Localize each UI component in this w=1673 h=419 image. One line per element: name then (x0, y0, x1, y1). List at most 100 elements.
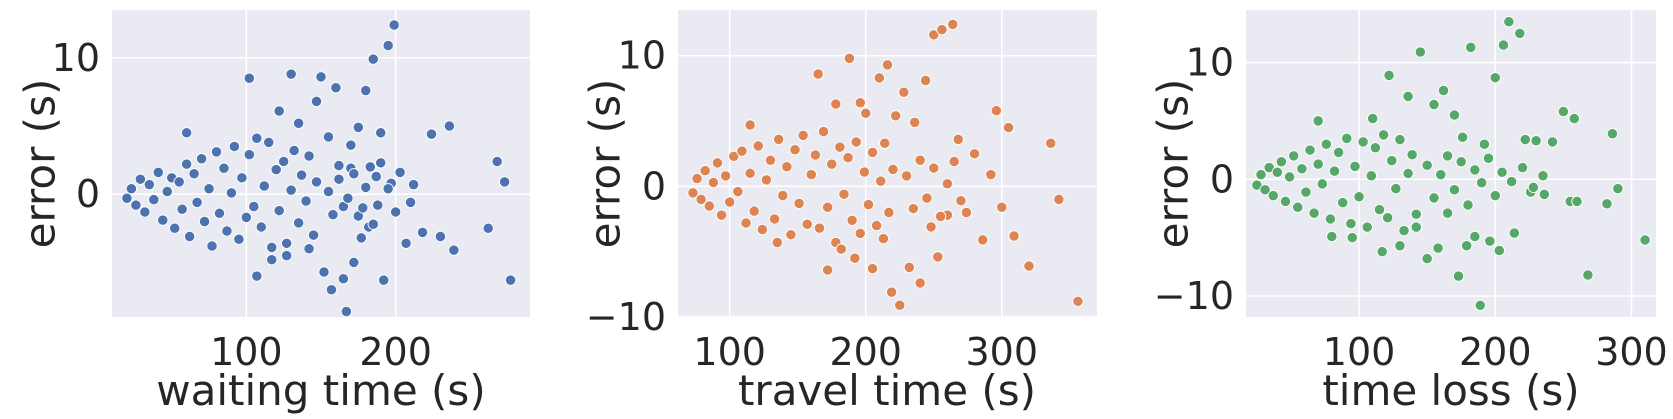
data-point (1357, 136, 1369, 148)
data-point (1465, 41, 1477, 54)
data-point (303, 150, 315, 162)
data-point (1275, 156, 1288, 168)
data-point (337, 273, 350, 285)
data-point (748, 205, 760, 217)
data-point (270, 163, 282, 176)
data-point (243, 148, 255, 161)
x-tick-label: 200 (829, 330, 902, 374)
data-point (139, 206, 151, 218)
data-point (1373, 203, 1386, 216)
data-point (121, 192, 133, 204)
points-group (121, 19, 517, 317)
data-point (1394, 240, 1406, 252)
y-tick-label: 10 (618, 34, 666, 78)
data-point (941, 178, 954, 190)
data-point (996, 201, 1008, 213)
data-point (1406, 149, 1418, 161)
data-point (854, 227, 866, 240)
data-point (1568, 112, 1580, 125)
y-tick-label: 10 (52, 36, 100, 80)
data-point (1489, 189, 1501, 202)
data-point (921, 192, 933, 204)
data-point (195, 153, 208, 165)
data-point (333, 173, 345, 185)
data-point (873, 72, 885, 84)
data-point (434, 230, 447, 243)
data-point (928, 29, 940, 41)
data-point (1002, 121, 1015, 134)
data-point (1008, 230, 1020, 242)
data-point (273, 204, 285, 217)
data-point (310, 95, 323, 108)
data-point (1312, 115, 1324, 127)
data-point (278, 155, 290, 168)
data-point (932, 251, 944, 263)
data-point (1259, 184, 1271, 196)
data-point (881, 59, 894, 71)
data-point (955, 195, 967, 207)
data-point (378, 274, 390, 286)
data-point (169, 222, 181, 234)
points-group (687, 18, 1084, 311)
data-point (236, 172, 248, 184)
data-point (1537, 170, 1549, 182)
y-axis-label: error (s) (16, 79, 65, 249)
data-point (756, 223, 768, 236)
data-point (1421, 252, 1433, 265)
data-point (375, 127, 387, 139)
data-point (1312, 158, 1324, 170)
data-point (407, 178, 420, 191)
data-point (1324, 213, 1337, 225)
data-point (382, 183, 394, 195)
data-point (198, 215, 211, 228)
data-point (977, 234, 989, 246)
data-point (1606, 128, 1619, 140)
data-point (228, 140, 241, 153)
scatter-panel-3: 100 200 300 −10 0 10 time loss (s) error (s) (1149, 10, 1668, 415)
data-point (425, 128, 438, 140)
data-point (821, 264, 834, 276)
data-point (1283, 171, 1296, 183)
data-point (719, 170, 732, 182)
data-point (1271, 166, 1283, 178)
data-point (695, 193, 707, 206)
data-point (1402, 167, 1414, 180)
data-point (1255, 168, 1267, 181)
data-point (416, 226, 429, 239)
data-point (877, 232, 890, 245)
data-point (875, 175, 887, 187)
data-point (1394, 133, 1406, 146)
data-point (300, 195, 312, 207)
data-point (325, 284, 338, 296)
data-point (266, 254, 278, 266)
data-point (858, 166, 871, 178)
data-point (1332, 146, 1345, 159)
data-point (1519, 133, 1531, 146)
data-point (1508, 227, 1520, 239)
data-point (760, 174, 773, 186)
data-point (691, 172, 703, 185)
data-point (307, 229, 320, 241)
data-point (785, 229, 797, 241)
data-point (125, 183, 138, 195)
data-point (394, 166, 406, 179)
data-point (1320, 138, 1333, 150)
data-point (352, 121, 364, 133)
data-point (990, 104, 1002, 117)
data-point (273, 105, 285, 117)
data-point (793, 197, 805, 209)
data-point (1402, 90, 1414, 103)
data-point (1437, 84, 1450, 97)
data-point (1045, 137, 1057, 149)
data-point (1484, 235, 1496, 247)
data-point (934, 210, 947, 223)
data-point (834, 141, 846, 153)
data-point (1456, 131, 1469, 143)
data-point (843, 52, 856, 64)
x-tick-label: 300 (1595, 330, 1668, 374)
data-point (952, 133, 964, 145)
data-point (890, 110, 902, 122)
data-point (947, 18, 959, 31)
data-point (1328, 165, 1341, 177)
